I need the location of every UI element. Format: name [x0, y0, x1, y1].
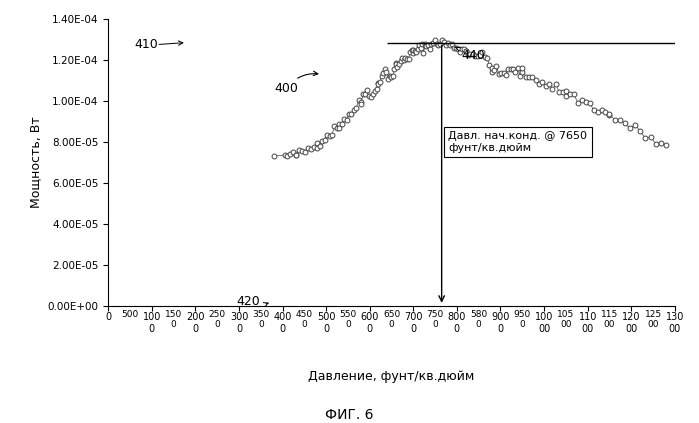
Text: 400: 400 — [274, 71, 318, 96]
Text: 500: 500 — [122, 310, 138, 319]
Text: 580
0: 580 0 — [470, 310, 487, 329]
Text: 420: 420 — [237, 295, 268, 308]
Text: 950
0: 950 0 — [514, 310, 531, 329]
Text: 125
00: 125 00 — [644, 310, 661, 329]
Y-axis label: Мощность, Вт: Мощность, Вт — [29, 116, 42, 208]
Text: 150
0: 150 0 — [165, 310, 182, 329]
Text: 250
0: 250 0 — [208, 310, 226, 329]
Text: 410: 410 — [134, 38, 158, 51]
Text: 105
00: 105 00 — [557, 310, 575, 329]
Text: 650
0: 650 0 — [383, 310, 400, 329]
X-axis label: Давление, фунт/кв.дюйм: Давление, фунт/кв.дюйм — [308, 370, 475, 383]
Text: Давл. нач.конд. @ 7650
фунт/кв.дюйм: Давл. нач.конд. @ 7650 фунт/кв.дюйм — [448, 131, 587, 153]
Text: ФИГ. 6: ФИГ. 6 — [325, 408, 374, 422]
Text: 550
0: 550 0 — [339, 310, 356, 329]
Text: 440: 440 — [456, 47, 485, 62]
Text: 750
0: 750 0 — [426, 310, 444, 329]
Text: 115
00: 115 00 — [601, 310, 618, 329]
Text: 350
0: 350 0 — [252, 310, 269, 329]
Text: 450
0: 450 0 — [296, 310, 313, 329]
